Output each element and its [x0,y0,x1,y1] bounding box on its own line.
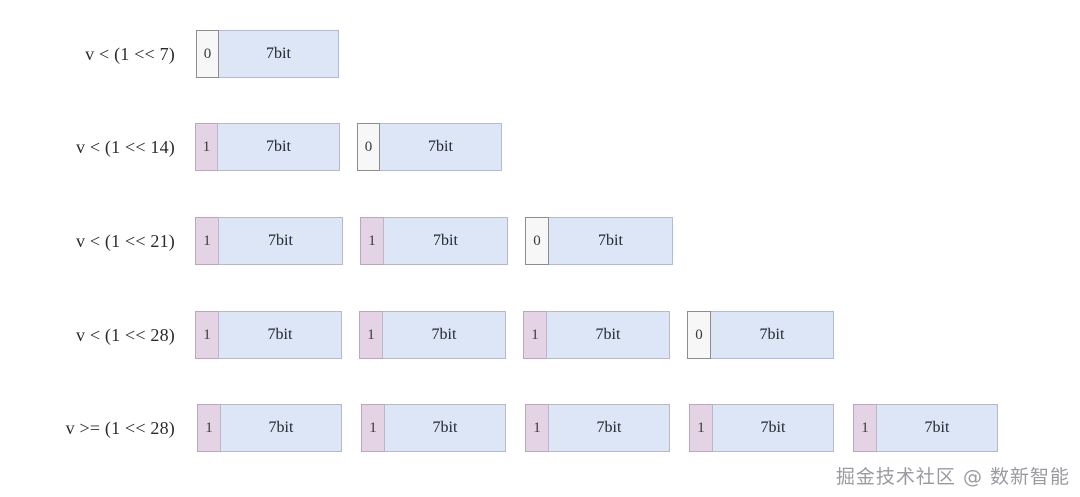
payload-7bit-cell: 7bit [549,217,673,265]
continuation-bit-flag: 1 [197,404,221,452]
row-condition-label: v < (1 << 28) [75,325,175,345]
row-condition-label: v >= (1 << 28) [65,418,175,438]
terminator-bit-flag: 0 [196,30,219,78]
continuation-bit-flag: 1 [195,123,218,171]
payload-7bit-cell: 7bit [218,123,340,171]
payload-7bit-cell: 7bit [384,217,508,265]
watermark-text: 掘金技术社区 @ 数新智能 [835,466,1070,488]
terminator-bit-flag: 0 [525,217,549,265]
row-condition-label: v < (1 << 14) [75,137,175,157]
row-condition-label: v < (1 << 7) [85,44,175,64]
payload-7bit-cell: 7bit [877,404,998,452]
varint-byte-box: 1 7bit [853,404,998,452]
varint-byte-box: 1 7bit [197,404,342,452]
continuation-bit-flag: 1 [525,404,549,452]
payload-7bit-cell: 7bit [713,404,834,452]
payload-7bit-cell: 7bit [711,311,834,359]
payload-7bit-cell: 7bit [547,311,670,359]
payload-7bit-cell: 7bit [383,311,506,359]
payload-7bit-cell: 7bit [380,123,502,171]
payload-7bit-cell: 7bit [219,311,342,359]
varint-byte-box: 1 7bit [195,123,340,171]
varint-byte-box: 1 7bit [359,311,506,359]
terminator-bit-flag: 0 [687,311,711,359]
payload-7bit-cell: 7bit [219,30,339,78]
varint-byte-box: 0 7bit [687,311,834,359]
payload-7bit-cell: 7bit [385,404,506,452]
varint-byte-box: 1 7bit [525,404,670,452]
varint-byte-box: 1 7bit [360,217,508,265]
varint-byte-box: 1 7bit [361,404,506,452]
continuation-bit-flag: 1 [361,404,385,452]
varint-byte-box: 1 7bit [195,217,343,265]
continuation-bit-flag: 1 [853,404,877,452]
continuation-bit-flag: 1 [359,311,383,359]
continuation-bit-flag: 1 [195,311,219,359]
payload-7bit-cell: 7bit [219,217,343,265]
continuation-bit-flag: 1 [360,217,384,265]
varint-byte-box: 1 7bit [689,404,834,452]
varint-byte-box: 0 7bit [357,123,502,171]
row-condition-label: v < (1 << 21) [75,231,175,251]
continuation-bit-flag: 1 [689,404,713,452]
varint-byte-box: 0 7bit [196,30,339,78]
continuation-bit-flag: 1 [523,311,547,359]
varint-byte-box: 1 7bit [523,311,670,359]
terminator-bit-flag: 0 [357,123,380,171]
continuation-bit-flag: 1 [195,217,219,265]
payload-7bit-cell: 7bit [549,404,670,452]
varint-byte-box: 0 7bit [525,217,673,265]
payload-7bit-cell: 7bit [221,404,342,452]
varint-byte-box: 1 7bit [195,311,342,359]
